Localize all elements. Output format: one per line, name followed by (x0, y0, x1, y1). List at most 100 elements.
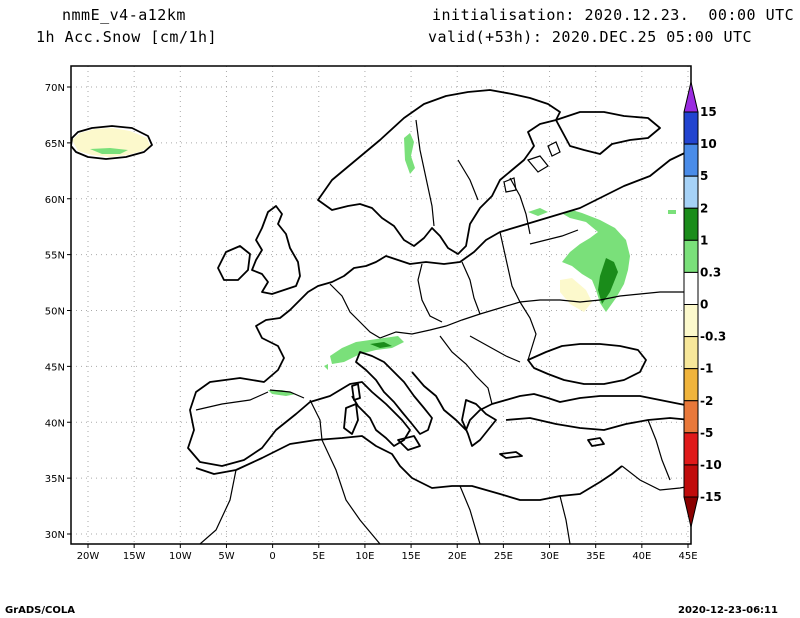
lake-ladoga (526, 155, 549, 173)
valid-time: valid(+53h): 2020.DEC.25 05:00 UTC (428, 28, 753, 46)
colorbar-box (683, 432, 699, 466)
colorbar-box (683, 271, 699, 305)
colorbar-box (683, 368, 699, 402)
colorbar-label: 0.3 (700, 265, 721, 279)
lon-tick-label: 25E (494, 551, 513, 562)
lat-tick-label: 35N (45, 474, 65, 485)
lon-tick-label: 20W (77, 551, 100, 562)
snow-fields (72, 128, 676, 396)
massif-snow-spot (324, 364, 328, 370)
lon-tick-label: 10W (169, 551, 192, 562)
border-sweden-finland (457, 159, 479, 201)
model-title: nmmE_v4-a12km (62, 6, 186, 24)
pyrenees-snow-area (268, 390, 296, 396)
colorbar-label: -10 (700, 458, 722, 472)
iceland-negative-area (72, 128, 150, 157)
britain-coast (251, 205, 301, 295)
border-ukraine-moldova (519, 301, 537, 361)
border-egypt-sinai (559, 495, 571, 544)
border-poland-belarus (461, 261, 481, 315)
lat-tick-label: 50N (45, 307, 65, 318)
colorbar-label: 10 (700, 137, 717, 151)
lat-tick-label: 30N (45, 530, 65, 541)
border-germany-poland (417, 263, 443, 323)
border-libya-egypt (459, 485, 481, 544)
europe-coast (187, 149, 691, 467)
border-algeria-tunisia (309, 399, 381, 544)
lon-tick-label: 20E (448, 551, 467, 562)
colorbar-box (683, 400, 699, 434)
corsica-coast (351, 383, 361, 401)
footer-left: GrADS/COLA (5, 605, 75, 616)
border-morocco-algeria (199, 469, 237, 544)
lakes (503, 141, 561, 193)
colorbar-label: -0.3 (700, 330, 726, 344)
lon-tick-label: 45E (678, 551, 697, 562)
kola-coast (555, 111, 661, 155)
norway-snow-area (404, 133, 415, 174)
colorbar-bottom-triangle (683, 496, 699, 528)
init-time: initialisation: 2020.12.23. 00:00 UTC (432, 6, 795, 24)
border-central-east (379, 291, 691, 339)
colorbar-box (683, 464, 699, 498)
lat-tick-label: 55N (45, 251, 65, 262)
colorbar-box (683, 143, 699, 177)
lon-tick-label: 5W (218, 551, 234, 562)
border-belarus-russia (499, 231, 521, 303)
colorbar-label: -15 (700, 490, 722, 504)
colorbar-box (683, 239, 699, 273)
border-turkey-syria (647, 419, 671, 481)
lon-tick-label: 0 (269, 551, 275, 562)
border-france-germany (329, 283, 381, 339)
colorbar-box (683, 207, 699, 241)
border-baltics (529, 229, 579, 245)
baltic-snow-spot (528, 208, 548, 216)
lon-tick-label: 10E (355, 551, 374, 562)
border-pyrenees (269, 389, 305, 399)
lon-tick-label: 30E (540, 551, 559, 562)
colorbar-box (683, 336, 699, 370)
gridlines (71, 66, 691, 544)
lon-tick-label: 35E (586, 551, 605, 562)
black-sea-coast (527, 343, 647, 385)
colorbar-label: 15 (700, 105, 717, 119)
ukraine-negative-area (560, 278, 592, 312)
lat-tick-label: 70N (45, 83, 65, 94)
coastlines (71, 89, 691, 501)
border-norway-sweden (415, 119, 435, 227)
lat-tick-label: 60N (45, 195, 65, 206)
alps-heavy-snow (370, 342, 392, 348)
axis-ticks: 70N 65N 60N 55N 50N 45N 40N 35N 30N 20W 15W 10W 5W 0 5… (45, 83, 698, 562)
country-borders (195, 119, 691, 544)
cyprus-coast (587, 437, 605, 447)
field-title: 1h Acc.Snow [cm/1h] (36, 28, 218, 46)
map-content (71, 66, 691, 544)
east-snow-spot (668, 210, 676, 214)
italy-coast (355, 351, 433, 435)
africa-coast (195, 435, 623, 501)
colorbar-label: 0 (700, 298, 708, 312)
sardinia-coast (343, 403, 359, 435)
iceland-snow-area (90, 148, 128, 154)
colorbar-label: 1 (700, 233, 708, 247)
sicily-coast (397, 435, 421, 451)
colorbar-box (683, 111, 699, 145)
ireland-coast (217, 245, 251, 281)
lake-saimaa (503, 177, 517, 193)
russia-heavy-snow (598, 258, 618, 304)
turkey-coast (505, 417, 691, 431)
map-frame-bg (71, 66, 691, 544)
lat-tick-label: 65N (45, 139, 65, 150)
colorbar-label: 5 (700, 169, 708, 183)
colorbar-label: -5 (700, 426, 713, 440)
colorbar-box (683, 304, 699, 338)
crete-coast (499, 451, 523, 459)
lon-tick-label: 15E (402, 551, 421, 562)
footer-right: 2020-12-23-06:11 (678, 605, 778, 616)
lon-tick-label: 5E (312, 551, 325, 562)
colorbar: 15 10 5 2 1 0.3 0 -0.3 -1 -2 -5 -10 -15 (683, 81, 726, 528)
border-spain-portugal (195, 391, 269, 411)
lake-onega (547, 141, 561, 157)
lat-tick-label: 40N (45, 418, 65, 429)
